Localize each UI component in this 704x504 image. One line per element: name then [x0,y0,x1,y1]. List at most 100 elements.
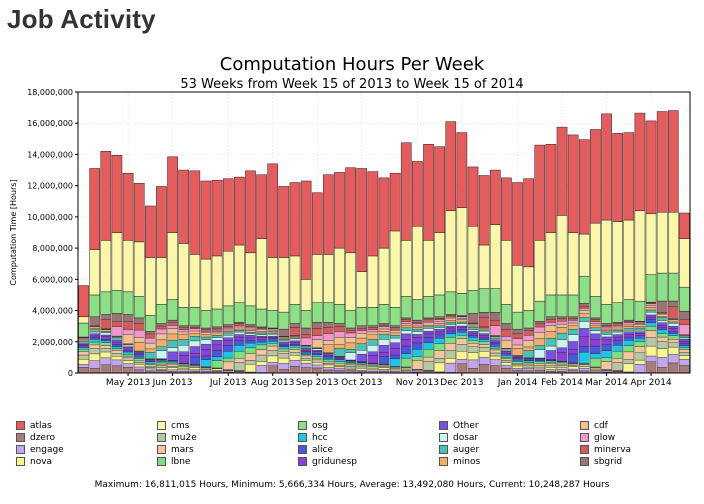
bar-segment-atlas [479,176,489,245]
bar-segment-other [546,351,556,360]
bar-segment-cdf [546,326,556,332]
bar-segment-lbne [123,354,133,356]
bar-segment-mars [312,358,322,360]
bar-segment-mars [423,357,433,361]
bar-segment-mu2e [268,351,278,356]
bar-segment-nova [357,368,367,370]
bar-segment-dosar [212,338,222,341]
bar-segment-dosar [412,332,422,335]
bar-segment-nova [101,352,111,358]
bar-segment-mars [156,364,166,365]
bar-segment-osg [479,289,489,313]
bar-segment-glow [401,322,411,324]
bar-segment-mu2e [357,367,367,368]
bar-segment-lbne [490,348,500,350]
bar-segment-minerva [301,334,311,338]
bar-segment-other [624,332,634,335]
bar-segment-minerva [590,320,600,322]
bar-segment-minerva [179,327,189,329]
bar-segment-glow [423,321,433,323]
bar-segment-dosar [312,349,322,351]
bar-segment-dosar [635,330,645,332]
bar-segment-cdf [212,332,222,333]
x-tick-label: Feb 2014 [541,378,583,388]
bar-segment-mars [323,362,333,364]
bar-segment-other [490,340,500,342]
bar-segment-minos [268,331,278,333]
bar-segment-cms [635,211,645,302]
bar-segment-alice [568,354,578,363]
bar-segment-sbgrid [301,328,311,334]
bar-segment-engage [479,357,489,364]
bar-segment-minos [101,330,111,332]
bar-segment-osg [279,312,289,329]
bar-segment-cms [290,256,300,304]
bar-segment-dosar [112,339,122,340]
bar-segment-other [245,335,255,337]
x-tick-label: Oct 2013 [341,378,382,388]
bar-segment-sbgrid [201,328,211,330]
bar-segment-mars [457,339,467,345]
bar-segment-other [168,352,178,360]
bar-segment-sbgrid [112,313,122,321]
bar-segment-sbgrid [223,325,233,327]
bar-segment-sbgrid [412,320,422,322]
bar-segment-osg [468,290,478,313]
bar-segment-dosar [346,353,356,360]
bar-segment-gridunesp [201,350,211,356]
bar-segment-other [390,343,400,349]
bar-segment-dosar [435,327,445,329]
bar-segment-gridunesp [112,343,122,345]
bar-segment-dzero [679,366,689,373]
bar-segment-mu2e [646,338,656,346]
bar-segment-osg [168,300,178,321]
bar-segment-gridunesp [245,338,255,340]
bar-segment-glow [112,327,122,337]
bar-segment-cms [557,215,567,295]
bar-segment-osg [613,303,623,323]
bar-segment-atlas [390,173,400,231]
bar-segment-lbne [668,336,678,340]
bar-segment-glow [390,329,400,330]
bar-segment-auger [168,340,178,347]
bar-segment-lbne [501,357,511,358]
bar-segment-lbne [457,335,467,338]
bar-segment-osg [557,295,567,317]
bar-segment-sbgrid [435,317,445,319]
bar-segment-minos [234,329,244,331]
bar-segment-hcc [201,360,211,367]
bar-segment-nova [179,368,189,369]
bar-segment-engage [546,370,556,372]
bar-segment-engage [490,360,500,366]
bar-segment-nova [401,368,411,370]
bar-segment-lbne [557,362,567,364]
bar-segment-mu2e [301,358,311,360]
bar-segment-other [212,340,222,345]
bar-segment-cdf [279,337,289,338]
bar-segment-mars [490,350,500,353]
bar-segment-gridunesp [435,332,445,335]
bar-segment-cms [657,212,667,273]
bar-segment-sbgrid [479,312,489,317]
bar-segment-dosar [234,332,244,335]
bar-segment-dosar [179,345,189,352]
bar-segment-engage [334,368,344,370]
bar-segment-hcc [301,353,311,354]
bar-segment-minerva [190,327,200,328]
bar-segment-alice [479,338,489,340]
bar-segment-minos [156,340,166,347]
bar-segment-mu2e [323,363,333,365]
bar-segment-gridunesp [568,349,578,353]
bar-segment-mu2e [201,368,211,369]
bar-segment-alice [446,331,456,334]
bar-segment-dosar [479,331,489,333]
bar-segment-minerva [257,327,267,328]
bar-segment-engage [90,361,100,369]
bar-segment-atlas [401,143,411,241]
bar-segment-cms [679,239,689,287]
bar-segment-alice [346,361,356,362]
bar-segment-mu2e [79,355,89,359]
bar-segment-other [635,332,645,334]
bar-segment-minos [323,345,333,353]
bar-segment-mars [134,361,144,363]
